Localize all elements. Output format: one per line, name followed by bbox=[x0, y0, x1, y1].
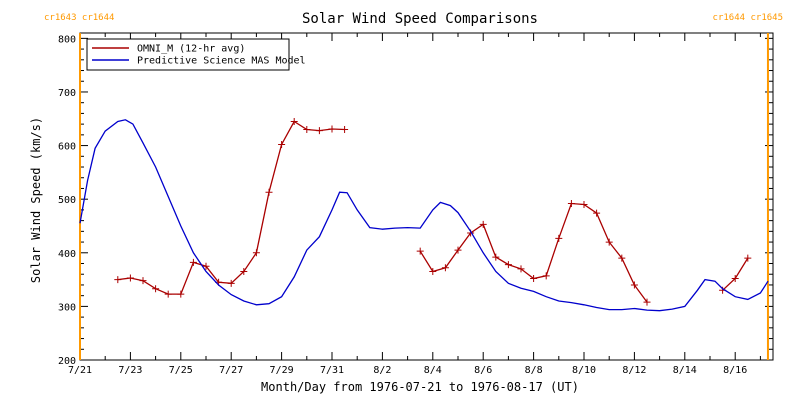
y-tick-label: 600 bbox=[58, 142, 76, 153]
omni-data-point bbox=[567, 199, 575, 207]
omni-data-point bbox=[189, 258, 197, 266]
omni-data-point bbox=[605, 238, 613, 246]
x-tick-label: 7/29 bbox=[270, 365, 294, 376]
x-tick-label: 7/27 bbox=[219, 365, 243, 376]
omni-data-point bbox=[164, 290, 172, 298]
rotation-marker-label: cr1643 cr1644 bbox=[44, 13, 114, 23]
plot-area: 200 300 400 500 600 700 800 7/21 7/23 7/25 7/27 7/2… bbox=[44, 13, 783, 376]
y-tick-label: 500 bbox=[58, 195, 76, 206]
x-tick-label: 7/31 bbox=[320, 365, 344, 376]
x-tick-label: 8/6 bbox=[474, 365, 492, 376]
omni-data-point bbox=[240, 268, 248, 276]
omni-data-point bbox=[278, 141, 286, 149]
omni-data-point bbox=[429, 268, 437, 276]
omni-data-point bbox=[252, 249, 260, 257]
omni-data-point bbox=[454, 246, 462, 254]
x-tick-label: 7/23 bbox=[118, 365, 142, 376]
y-tick-label: 300 bbox=[58, 302, 76, 313]
omni-data-point bbox=[126, 274, 134, 282]
omni-data-point bbox=[517, 265, 525, 273]
x-tick-label: 7/21 bbox=[68, 365, 92, 376]
rotation-marker-label: cr1644 cr1645 bbox=[713, 13, 783, 23]
y-tick-label: 200 bbox=[58, 356, 76, 367]
omni-data-point bbox=[227, 279, 235, 287]
omni-data-point bbox=[303, 125, 311, 133]
omni-data-point bbox=[593, 209, 601, 217]
legend-label: OMNI_M (12-hr avg) bbox=[137, 44, 245, 55]
x-tick-label: 7/25 bbox=[169, 365, 193, 376]
x-tick-label: 8/16 bbox=[723, 365, 747, 376]
x-tick-label: 8/12 bbox=[622, 365, 646, 376]
y-tick-label: 700 bbox=[58, 88, 76, 99]
x-tick-label: 8/8 bbox=[525, 365, 543, 376]
omni-data-point bbox=[492, 253, 500, 261]
omni-data-point bbox=[202, 262, 210, 270]
x-tick-label: 8/14 bbox=[673, 365, 697, 376]
omni-data-point bbox=[618, 254, 626, 262]
chart-title: Solar Wind Speed Comparisons bbox=[302, 11, 538, 27]
x-tick-label: 8/10 bbox=[572, 365, 596, 376]
omni-data-point bbox=[139, 277, 147, 285]
omni-data-point bbox=[416, 247, 424, 255]
omni-data-point bbox=[341, 125, 349, 133]
omni-data-point bbox=[177, 290, 185, 298]
mas-model-series-line bbox=[79, 119, 769, 312]
x-tick-label: 8/4 bbox=[424, 365, 442, 376]
omni-data-point bbox=[479, 220, 487, 228]
omni-data-point bbox=[441, 264, 449, 272]
omni-data-point bbox=[315, 127, 323, 135]
omni-data-point bbox=[630, 281, 638, 289]
omni-data-point bbox=[744, 254, 752, 262]
omni-data-point bbox=[328, 125, 336, 133]
y-tick-label: 400 bbox=[58, 249, 76, 260]
x-tick-label: 8/2 bbox=[373, 365, 391, 376]
y-axis-title: Solar Wind Speed (km/s) bbox=[29, 117, 43, 283]
omni-data-point bbox=[290, 117, 298, 125]
omni-data-point bbox=[580, 201, 588, 209]
x-axis-title: Month/Day from 1976-07-21 to 1976-08-17 … bbox=[261, 380, 579, 394]
omni-data-point bbox=[504, 261, 512, 269]
omni-data-point bbox=[114, 276, 122, 284]
omni-data-point bbox=[152, 285, 160, 293]
y-tick-label: 800 bbox=[58, 34, 76, 45]
omni-data-point bbox=[731, 275, 739, 283]
omni-data-point bbox=[265, 188, 273, 196]
omni-data-point bbox=[555, 234, 563, 242]
omni-data-point bbox=[530, 275, 538, 283]
legend-box bbox=[86, 38, 290, 71]
omni-data-point bbox=[643, 298, 651, 306]
legend-label: Predictive Science MAS Model bbox=[137, 56, 306, 67]
omni-data-point bbox=[542, 272, 550, 280]
